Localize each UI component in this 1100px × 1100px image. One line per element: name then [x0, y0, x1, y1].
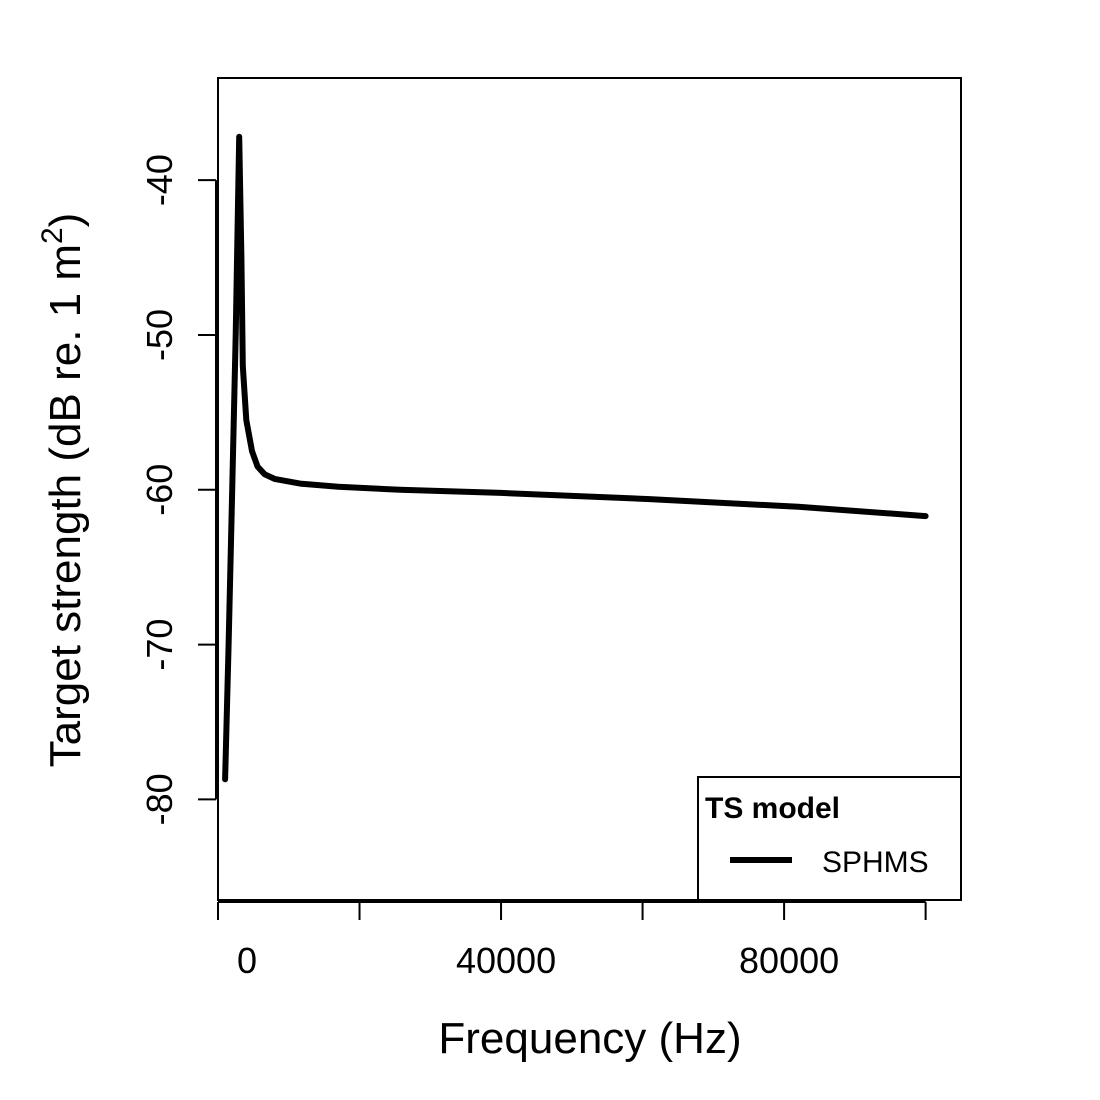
y-tick-label: -70 — [139, 619, 180, 671]
y-axis-label-main: Target strength (dB re. 1 m — [41, 244, 90, 767]
series-line-sphms — [222, 133, 929, 783]
legend-title: TS model — [705, 792, 840, 825]
legend-label-sphms: SPHMS — [822, 846, 929, 879]
plot-frame — [217, 77, 962, 901]
y-tick-label: -50 — [139, 309, 180, 361]
x-tick-label: 40000 — [456, 940, 556, 981]
x-tick-label: 0 — [237, 940, 257, 981]
y-axis-label-close: ) — [41, 213, 90, 228]
legend: TS model SPHMS — [697, 776, 962, 901]
y-axis-label-superscript: 2 — [36, 227, 69, 244]
x-tick-label: 80000 — [739, 940, 839, 981]
x-axis: 0 40000 80000 — [217, 901, 927, 981]
y-tick-label: -60 — [139, 464, 180, 516]
y-axis: -40 -50 -60 -70 -80 — [139, 154, 217, 825]
y-axis-label: Target strength (dB re. 1 m2) — [36, 213, 90, 768]
y-tick-label: -40 — [139, 154, 180, 206]
x-axis-label: Frequency (Hz) — [438, 1014, 741, 1063]
legend-box — [697, 776, 962, 901]
y-tick-label: -80 — [139, 773, 180, 825]
